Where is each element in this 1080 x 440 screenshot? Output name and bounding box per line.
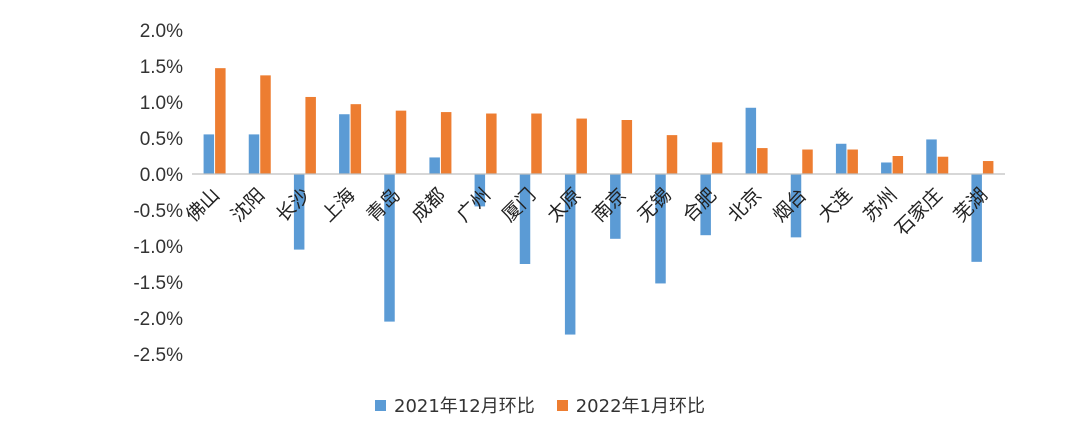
bar-series-1-8 [519,174,531,264]
x-tick-label: 南京 [588,184,630,226]
bar-series-1-4 [339,114,350,174]
bar-series-1-3 [293,174,305,250]
x-tick-label: 青岛 [362,184,404,226]
y-tick-label: -2.0% [133,309,183,330]
bar-series-2-6 [440,112,452,174]
bar-series-1-11 [655,174,666,284]
y-tick-label: 1.0% [140,93,183,114]
bar-series-2-3 [305,96,316,174]
bar-series-1-1 [203,134,215,174]
bar-series-2-16 [892,156,904,174]
y-tick-label: 2.0% [140,21,183,42]
bar-series-1-10 [610,174,621,239]
y-axis: 2.0% 1.5% 1.0% 0.5% 0.0% -0.5% -1.0% -1.5% -2.0%… [133,21,183,366]
legend-item-series-2: 2022年1月环比 [556,392,705,418]
bar-series-2-1 [215,68,226,174]
x-tick-label: 石家庄 [891,184,947,240]
x-tick-label: 烟台 [769,184,811,226]
bar-series-1-14 [790,174,802,238]
x-tick-label: 上海 [317,184,359,226]
bar-series-2-9 [576,118,587,174]
bar-series-2-2 [260,75,271,174]
legend-label-series-1: 2021年12月环比 [394,396,535,417]
bar-series-2-11 [666,135,678,174]
x-tick-label: 太原 [543,184,585,226]
y-tick-label: -2.5% [133,345,183,366]
bar-chart: 2.0% 1.5% 1.0% 0.5% 0.0% -0.5% -1.0% -1.5% -2.0%… [133,21,1005,366]
bar-series-2-5 [395,110,407,174]
bar-series-2-15 [847,149,858,174]
legend-item-series-1: 2021年12月环比 [375,392,535,418]
x-tick-label: 无锡 [633,184,675,226]
x-tick-label: 广州 [453,184,495,226]
bar-series-2-4 [350,104,362,174]
y-tick-label: -1.0% [133,237,183,258]
x-tick-label: 北京 [724,184,766,226]
bar-series-2-12 [711,142,723,174]
y-tick-label: -1.5% [133,273,183,294]
bar-series-2-17 [937,156,949,174]
x-tick-label: 沈阳 [227,184,269,226]
bar-series-1-17 [926,139,937,174]
x-tick-label: 成都 [408,184,450,226]
legend-swatch-series-2 [556,399,568,411]
x-tick-label: 芜湖 [950,184,992,226]
y-tick-label: 1.5% [140,57,183,78]
bar-series-1-7 [474,174,486,207]
bar-group [203,68,994,335]
x-tick-label: 合肥 [679,184,721,226]
x-tick-label: 大连 [814,184,856,226]
bar-series-2-14 [802,149,813,174]
bar-series-1-12 [700,174,711,236]
y-tick-label: -0.5% [133,201,183,222]
y-tick-label: 0.0% [140,165,183,186]
legend: 2021年12月环比 2022年1月环比 [0,392,1080,418]
bar-series-1-6 [429,157,440,174]
bar-series-2-8 [531,113,542,174]
bar-series-2-10 [621,120,633,174]
legend-label-series-2: 2022年1月环比 [575,396,705,417]
x-tick-label: 厦门 [498,184,540,226]
bar-series-1-13 [745,107,757,174]
legend-swatch-series-1 [375,399,386,411]
bar-series-1-2 [248,134,260,174]
bar-series-2-7 [486,113,497,174]
bar-series-1-5 [384,174,395,322]
x-tick-label: 长沙 [272,184,314,226]
bar-series-2-13 [757,148,768,174]
y-tick-label: 0.5% [140,129,183,150]
bar-series-1-18 [971,174,982,262]
bar-series-1-16 [881,162,892,174]
bar-series-1-15 [835,143,847,174]
bar-series-1-9 [564,174,576,335]
bar-series-2-18 [982,161,994,174]
x-tick-label: 佛山 [182,184,224,226]
